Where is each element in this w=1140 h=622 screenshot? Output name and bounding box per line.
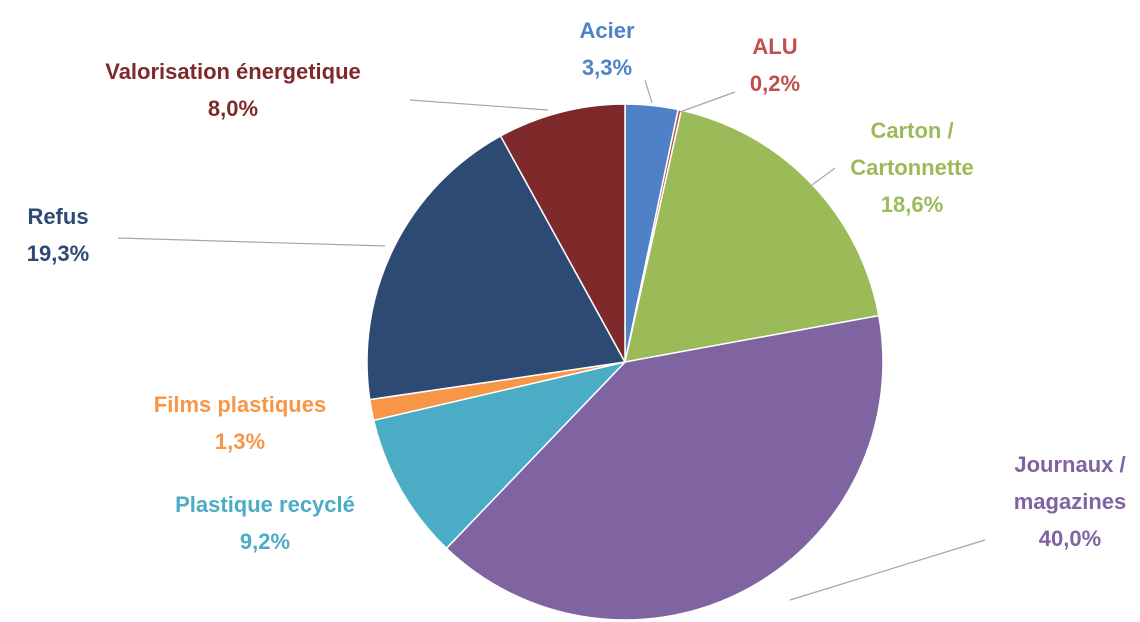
category: Journaux / magazines	[1013, 452, 1127, 514]
slice	[445, 314, 884, 621]
category: Refus	[27, 204, 89, 229]
leader-line	[117, 237, 386, 247]
value-label: 1,3%	[214, 429, 266, 454]
leader-line	[789, 539, 986, 601]
slice-label: Plastique recyclé 9,2%	[135, 486, 395, 560]
slice-label: Refus 19,3%	[3, 198, 113, 272]
value-label: 18,6%	[880, 192, 944, 217]
leader-line	[811, 167, 836, 186]
value-label: 9,2%	[239, 529, 291, 554]
category: Carton / Cartonnette	[850, 118, 974, 180]
value-label: 19,3%	[26, 241, 90, 266]
category: Valorisation énergetique	[105, 59, 361, 84]
slice-label: Films plastiques 1,3%	[120, 386, 360, 460]
slice-label: Carton / Cartonnette 18,6%	[837, 112, 987, 223]
value-label: 8,0%	[207, 96, 259, 121]
category: Plastique recyclé	[175, 492, 355, 517]
slice	[499, 103, 626, 363]
slice-label: Acier 3,3%	[547, 12, 667, 86]
slice-label: Journaux / magazines 40,0%	[995, 446, 1140, 557]
category: Films plastiques	[153, 392, 327, 417]
value-label: 0,2%	[749, 71, 801, 96]
leader-line	[679, 91, 736, 113]
slice	[372, 360, 628, 550]
leader-line	[644, 79, 653, 104]
slice-label: ALU 0,2%	[715, 28, 835, 102]
slice-label: Valorisation énergetique 8,0%	[68, 53, 398, 127]
slice	[624, 109, 880, 363]
value-label: 40,0%	[1038, 526, 1102, 551]
category: ALU	[752, 34, 798, 59]
category: Acier	[579, 18, 635, 43]
value-label: 3,3%	[581, 55, 633, 80]
pie	[366, 103, 884, 621]
leader-line	[409, 99, 549, 111]
slice	[366, 134, 627, 401]
